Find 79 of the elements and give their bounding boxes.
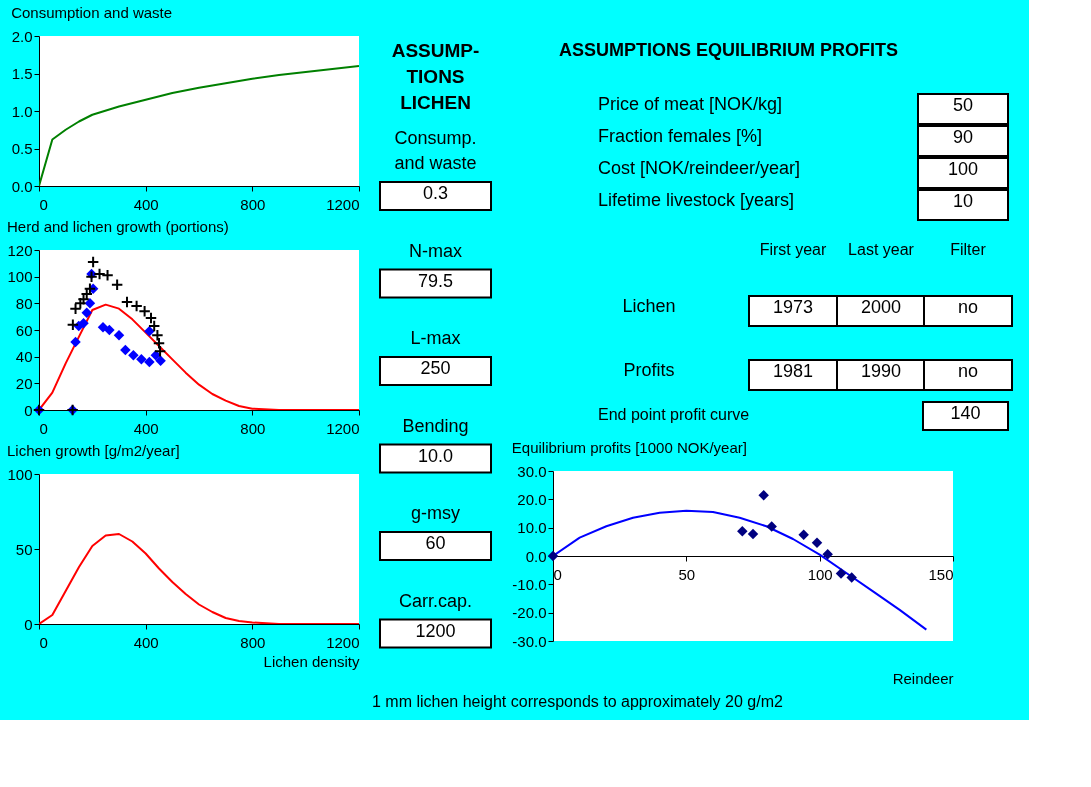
text: 2000 <box>860 297 902 317</box>
text: Cost [NOK/reindeer/year] <box>598 158 801 178</box>
text: End point profit curve <box>598 406 750 423</box>
text: 1 mm lichen height corresponds to approximately 20 g/m2 <box>372 693 783 710</box>
y-tick-label: -10.0 <box>512 575 547 593</box>
text: 50 <box>952 95 974 115</box>
text: no <box>957 361 979 381</box>
y-tick-label: 100 <box>7 268 33 286</box>
y-tick-label: 60 <box>15 321 33 339</box>
y-tick-label: 0 <box>24 615 33 633</box>
x-tick-label: 1200 <box>326 419 360 437</box>
x-tick-label: 400 <box>133 633 159 651</box>
text: First year <box>759 241 828 258</box>
chart-title: Consumption and waste <box>11 4 173 21</box>
y-tick-label: 30.0 <box>517 462 547 480</box>
text: 250 <box>420 358 451 378</box>
text: L-max <box>410 328 461 348</box>
text: ASSUMPTIONS EQUILIBRIUM PROFITS <box>559 40 899 60</box>
x-tick-label: 800 <box>240 419 266 437</box>
y-tick-label: 1.0 <box>11 102 33 120</box>
text: Lichen <box>622 296 676 316</box>
y-tick-label: 80 <box>15 294 33 312</box>
text: 0.3 <box>422 183 449 203</box>
y-tick-label: 20 <box>15 374 33 392</box>
text: Last year <box>848 241 915 258</box>
x-axis-title: Reindeer <box>892 669 954 687</box>
text: Lifetime livestock [years] <box>598 190 795 210</box>
text: 1990 <box>860 361 902 381</box>
y-tick-label: 1.5 <box>11 65 33 82</box>
x-tick-label: 1200 <box>326 633 360 651</box>
y-tick-label: 0.5 <box>11 140 33 157</box>
text: Price of meat [NOK/kg] <box>598 94 783 114</box>
y-tick-label: 120 <box>7 241 33 259</box>
y-tick-label: 0.0 <box>11 177 33 195</box>
text: Bending <box>402 415 469 436</box>
text: Profits <box>623 360 675 380</box>
y-tick-label: 20.0 <box>517 490 547 508</box>
chart-title: Equilibrium profits [1000 NOK/year] <box>511 439 747 456</box>
text: 1973 <box>772 297 814 317</box>
text: 79.5 <box>417 270 454 291</box>
x-tick-label: 100 <box>807 565 833 583</box>
x-tick-label: 50 <box>678 565 696 583</box>
x-tick-label: 0 <box>553 565 562 583</box>
chart-title: Herd and lichen growth (portions) <box>6 218 229 235</box>
y-tick-label: 10.0 <box>517 519 547 537</box>
x-tick-label: 0 <box>39 419 48 437</box>
text: Consump. and waste <box>394 128 477 173</box>
text: no <box>957 297 979 317</box>
text: ASSUMP- TIONS LICHEN <box>391 40 480 113</box>
x-tick-label: 400 <box>133 195 159 213</box>
x-tick-label: 800 <box>240 195 266 213</box>
text: g-msy <box>411 503 460 523</box>
x-tick-label: 800 <box>240 633 266 651</box>
x-tick-label: 1200 <box>326 195 360 213</box>
text: 10.0 <box>417 445 454 466</box>
y-tick-label: 0 <box>24 401 33 419</box>
x-tick-label: 400 <box>133 419 159 437</box>
text: 140 <box>950 403 981 423</box>
y-tick-label: 2.0 <box>11 27 33 45</box>
x-axis-title: Lichen density <box>263 652 360 670</box>
x-tick-label: 0 <box>39 633 48 651</box>
x-tick-label: 150 <box>928 565 954 583</box>
y-tick-label: 100 <box>7 465 33 483</box>
y-tick-label: 50 <box>15 540 33 558</box>
text: Carr.cap. <box>398 590 473 611</box>
chart-title: Lichen growth [g/m2/year] <box>6 442 180 459</box>
text: 60 <box>425 533 446 553</box>
text: Filter <box>950 241 987 258</box>
text: 10 <box>952 191 974 211</box>
text: 100 <box>947 159 979 179</box>
y-tick-label: 40 <box>15 348 33 366</box>
text: Fraction females [%] <box>598 126 763 146</box>
y-tick-label: 0.0 <box>525 547 547 565</box>
text: 1981 <box>772 361 814 381</box>
text: 90 <box>952 127 974 147</box>
y-tick-label: -20.0 <box>512 604 547 622</box>
x-tick-label: 0 <box>39 195 48 213</box>
y-tick-label: -30.0 <box>512 632 547 650</box>
text: N-max <box>409 240 462 261</box>
